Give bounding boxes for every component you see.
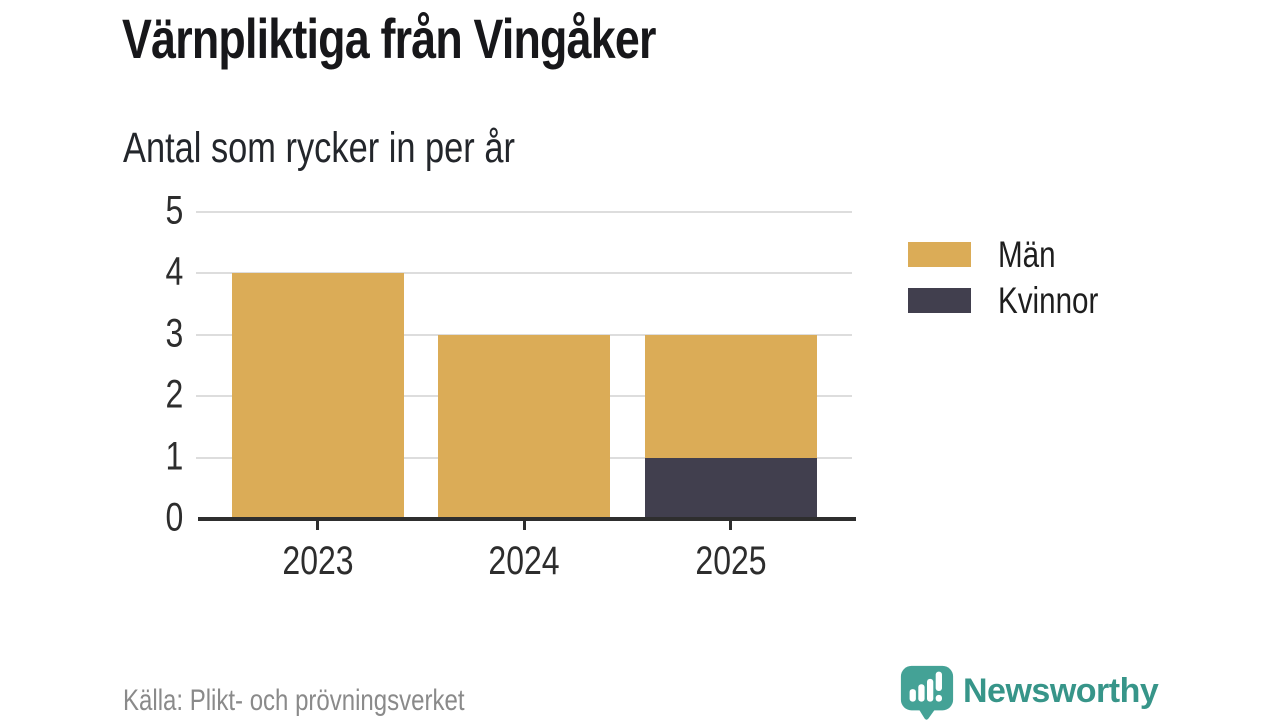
bar-segment-kvinnor-2025 — [644, 457, 817, 519]
newsworthy-logo-icon — [900, 665, 954, 720]
x-axis-label-2023: 2023 — [281, 539, 354, 583]
y-axis-label-1: 1 — [165, 434, 183, 479]
x-axis-tick-2024 — [522, 521, 526, 530]
legend-swatch-män — [908, 242, 971, 267]
legend: Män Kvinnor — [908, 234, 1123, 334]
chart-title: Värnpliktiga från Vingåker — [122, 7, 656, 70]
bar-segment-män-2024 — [438, 334, 610, 519]
legend-label-kvinnor: Kvinnor — [998, 279, 1099, 321]
x-axis-label-2024: 2024 — [488, 539, 560, 583]
legend-swatch-kvinnor — [908, 288, 971, 313]
source-note: Källa: Plikt- och prövningsverket — [123, 684, 465, 717]
y-axis-label-5: 5 — [165, 188, 183, 233]
plot-area: 0 1 2 3 4 5 2023 2024 2025 — [165, 189, 856, 583]
legend-item-män: Män — [908, 234, 1123, 275]
bar-segment-män-2023 — [231, 273, 404, 519]
y-axis-label-3: 3 — [165, 311, 183, 356]
x-axis-label-2025: 2025 — [694, 539, 767, 583]
x-axis-line — [198, 517, 856, 521]
y-axis-label-2: 2 — [165, 372, 183, 417]
y-axis-label-4: 4 — [165, 249, 183, 294]
gridline-y5 — [196, 211, 852, 213]
y-axis-label-0: 0 — [165, 495, 183, 540]
x-axis-tick-2023 — [316, 521, 319, 530]
newsworthy-logo-text: Newsworthy — [963, 671, 1159, 710]
legend-label-män: Män — [998, 233, 1056, 275]
x-axis-tick-2025 — [729, 521, 732, 530]
gridline-y3 — [196, 333, 852, 336]
gridline-y4 — [196, 272, 852, 275]
chart-subtitle: Antal som rycker in per år — [123, 124, 515, 172]
legend-item-kvinnor: Kvinnor — [908, 280, 1123, 321]
bar-segment-män-2025 — [644, 334, 817, 458]
newsworthy-logo[interactable]: Newsworthy — [898, 662, 1159, 720]
